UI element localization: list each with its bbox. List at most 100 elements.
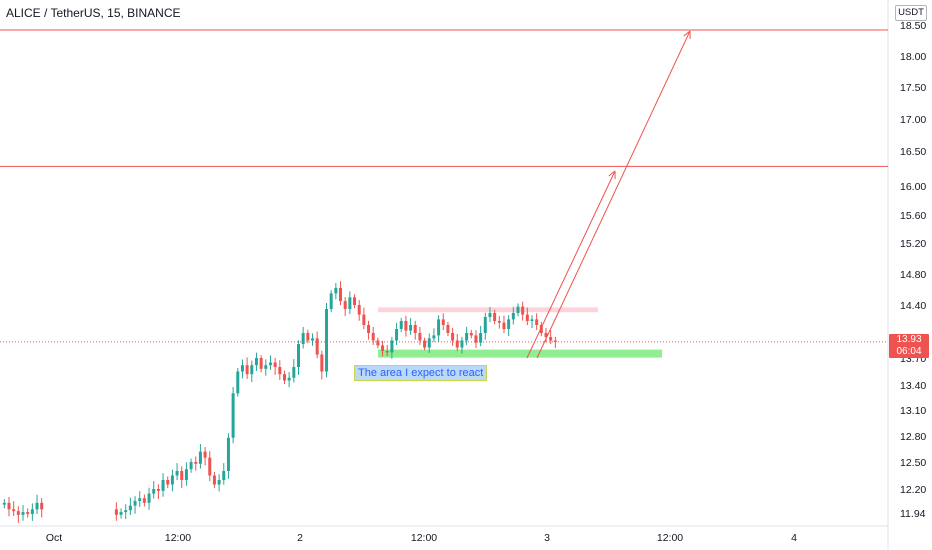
x-tick-label: 2 — [297, 532, 303, 544]
candle-body — [516, 306, 520, 313]
candle-body — [469, 333, 473, 336]
candle-body — [535, 319, 539, 325]
current-price-value: 13.93 — [896, 334, 922, 345]
candle-body — [488, 313, 492, 317]
candle-body — [376, 340, 380, 346]
y-tick-label: 12.50 — [900, 457, 926, 469]
arrow-head — [608, 170, 616, 177]
x-tick-label: 3 — [544, 532, 550, 544]
x-tick-label: Oct — [46, 532, 62, 544]
candle-body — [184, 469, 188, 480]
current-price-tag: 13.93 06:04 — [889, 334, 929, 358]
candle-body — [21, 512, 25, 515]
currency-badge[interactable]: USDT — [895, 5, 927, 21]
candle-body — [306, 333, 310, 341]
candle-body — [128, 505, 132, 511]
candle-body — [320, 354, 324, 372]
candle-body — [446, 325, 450, 333]
candle-body — [124, 510, 128, 513]
y-tick-label: 16.50 — [900, 146, 926, 158]
candle-body — [282, 374, 286, 381]
candle-body — [208, 457, 212, 476]
candle-body — [553, 340, 557, 342]
candle-body — [437, 319, 441, 336]
candle-body — [367, 325, 371, 333]
candle-body — [156, 489, 160, 491]
candle-body — [362, 314, 366, 325]
y-tick-label: 16.00 — [900, 181, 926, 193]
candle-body — [521, 306, 525, 315]
x-tick-label: 4 — [791, 532, 797, 544]
candle-body — [348, 297, 352, 309]
annotation-label[interactable]: The area I expect to react — [354, 365, 488, 381]
candle-body — [399, 321, 403, 329]
candle-body — [343, 301, 347, 309]
y-tick-label: 12.80 — [900, 431, 926, 443]
candle-body — [30, 509, 34, 514]
y-tick-label: 14.40 — [900, 300, 926, 312]
candle-body — [222, 471, 226, 480]
candle-body — [483, 317, 487, 333]
candle-body — [549, 337, 553, 341]
support-zone — [378, 349, 662, 358]
candle-body — [381, 345, 385, 351]
projection-arrow — [536, 30, 691, 359]
candle-body — [451, 333, 455, 341]
candle-body — [212, 475, 216, 485]
candle-body — [353, 297, 357, 305]
candle-body — [413, 325, 417, 333]
candle-body — [175, 471, 179, 476]
candle-body — [539, 325, 543, 333]
x-tick-label: 12:00 — [657, 532, 683, 544]
candle-body — [404, 321, 408, 331]
candle-body — [287, 377, 291, 381]
candle-body — [511, 313, 515, 320]
candle-body — [301, 333, 305, 344]
candle-body — [26, 512, 30, 514]
candle-body — [409, 325, 413, 331]
candle-body — [250, 365, 254, 375]
candle-body — [544, 333, 548, 337]
candle-body — [493, 313, 497, 321]
candle-body — [40, 502, 44, 510]
candle-body — [254, 358, 258, 366]
y-tick-label: 15.20 — [900, 238, 926, 250]
candle-body — [217, 480, 221, 485]
candle-body — [189, 462, 193, 470]
y-tick-label: 15.60 — [900, 210, 926, 222]
candle-body — [245, 365, 249, 375]
candle-body — [334, 287, 338, 294]
candle-body — [311, 338, 315, 341]
candle-body — [7, 502, 11, 510]
candle-body — [259, 358, 263, 369]
candle-body — [203, 451, 207, 458]
candle-body — [268, 362, 272, 366]
y-tick-label: 17.00 — [900, 114, 926, 126]
candle-body — [479, 333, 483, 343]
candle-body — [418, 333, 422, 341]
y-tick-label: 12.20 — [900, 484, 926, 496]
candle-body — [166, 480, 170, 485]
candle-body — [226, 437, 230, 471]
candle-body — [114, 509, 118, 515]
y-tick-label: 18.50 — [900, 20, 926, 32]
y-tick-label: 17.50 — [900, 82, 926, 94]
candle-body — [2, 502, 6, 505]
candle-body — [240, 365, 244, 372]
candle-body — [423, 340, 427, 348]
candle-body — [339, 287, 343, 302]
candle-body — [530, 319, 534, 321]
candle-body — [502, 322, 506, 329]
candle-body — [147, 493, 151, 503]
candle-body — [264, 365, 268, 369]
candle-body — [460, 340, 464, 348]
candle-body — [357, 305, 361, 315]
candle-body — [525, 314, 529, 321]
candle-body — [325, 309, 329, 372]
candle-body — [170, 475, 174, 485]
candle-body — [152, 489, 156, 494]
candle-body — [12, 509, 16, 512]
candle-body — [180, 471, 184, 480]
candle-body — [119, 512, 123, 515]
